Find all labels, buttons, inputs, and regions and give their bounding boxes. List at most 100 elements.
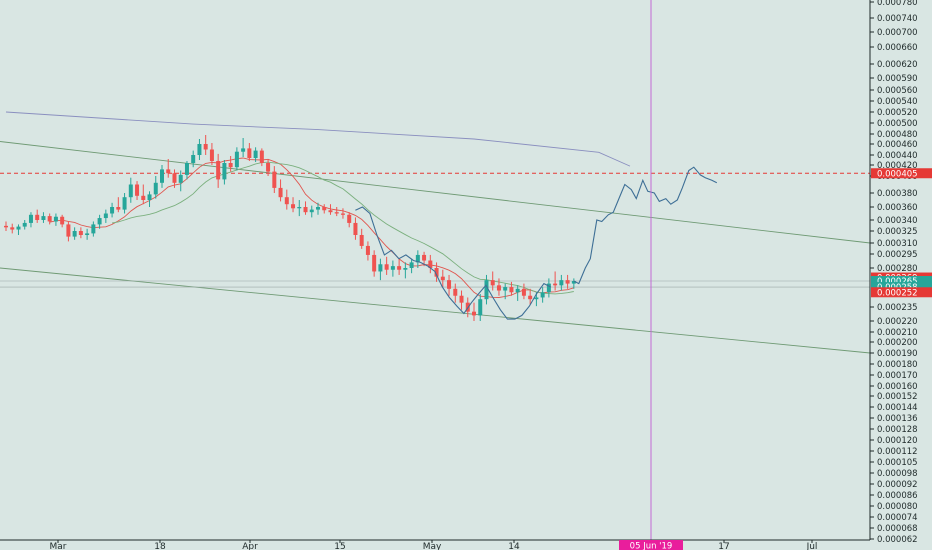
price-tick-label: 0.000235	[877, 303, 918, 313]
candle	[72, 227, 77, 240]
price-tick-label: 0.000062	[877, 535, 918, 545]
past-projection-line	[355, 206, 552, 320]
candle	[60, 214, 65, 228]
candle	[284, 189, 289, 210]
price-tick-label: 0.000170	[877, 371, 918, 381]
candle	[528, 288, 533, 305]
candle	[135, 181, 140, 200]
candle	[397, 258, 402, 275]
price-tick-label: 0.000440	[877, 151, 918, 161]
time-axis[interactable]: Mar 18 Apr 15 May 14 17 Jul 05 Jun '19	[0, 539, 870, 550]
price-tick-label: 0.000480	[877, 130, 918, 140]
candle-body	[4, 225, 8, 228]
candle-body	[28, 214, 33, 223]
candle-body	[78, 231, 83, 235]
candle	[128, 177, 133, 203]
price-label-background	[871, 282, 932, 293]
candle-body	[35, 214, 40, 220]
candle	[359, 228, 364, 249]
candle	[347, 212, 352, 228]
candle-body	[60, 216, 65, 225]
candle	[434, 262, 439, 282]
candle	[241, 138, 246, 157]
candle	[453, 283, 458, 303]
candle-body	[309, 209, 314, 213]
candle-body	[384, 264, 389, 270]
candle-body	[415, 254, 420, 263]
candle-body	[284, 197, 289, 205]
candle-body	[10, 227, 15, 230]
price-tick-label: 0.000144	[877, 403, 918, 413]
candle	[378, 258, 383, 281]
candle	[384, 256, 389, 275]
moving-average-long	[5, 111, 631, 167]
candle-body	[397, 266, 402, 270]
candle	[559, 274, 564, 291]
candle	[496, 278, 501, 296]
candle-body	[266, 163, 271, 172]
candle-body	[378, 264, 383, 272]
candle	[103, 209, 108, 223]
candle	[203, 135, 208, 155]
price-tick-label: 0.000160	[877, 382, 918, 392]
candle	[509, 281, 514, 296]
candle-body	[197, 144, 202, 155]
candle	[459, 290, 464, 310]
candle-body	[440, 276, 445, 281]
price-tick-label: 0.000112	[877, 447, 918, 457]
candle-body	[259, 150, 264, 163]
candle	[409, 258, 414, 274]
candle	[291, 197, 296, 213]
candle-body	[184, 163, 189, 175]
candle	[35, 209, 40, 223]
candle-body	[153, 182, 158, 195]
candle	[47, 213, 52, 225]
candle-body	[490, 280, 495, 286]
candle-body	[359, 235, 364, 246]
candle	[372, 250, 377, 277]
candle	[553, 271, 558, 291]
price-axis[interactable]: 0.000780 0.000740 0.000700 0.000660 0.000620…	[869, 0, 932, 550]
price-tick-label: 0.000120	[877, 436, 918, 446]
price-tick-label: 0.000098	[877, 469, 918, 479]
candle	[303, 201, 308, 215]
candle-body	[291, 204, 296, 209]
candle	[191, 150, 196, 168]
price-tick-label: 0.000740	[877, 14, 918, 24]
candle	[222, 160, 227, 185]
candle	[91, 221, 96, 237]
candle-body	[209, 149, 214, 161]
candle-body	[340, 213, 345, 215]
price-label: 0.000265	[871, 276, 932, 287]
candle-body	[509, 287, 514, 293]
marker-date-badge[interactable]: 05 Jun '19	[619, 540, 683, 550]
price-tick-label: 0.000092	[877, 480, 918, 490]
candle	[334, 207, 339, 217]
candle-body	[571, 281, 576, 284]
candle	[521, 283, 526, 300]
candle-body	[47, 216, 52, 222]
price-tick-label: 0.000068	[877, 524, 918, 534]
price-tick-label: 0.000420	[877, 161, 918, 171]
candle	[297, 200, 302, 217]
price-tick-label: 0.000074	[877, 513, 918, 523]
price-label-background	[871, 276, 932, 286]
candle	[160, 165, 164, 188]
candle	[484, 274, 489, 305]
candle-body	[334, 212, 339, 214]
candle	[172, 169, 177, 188]
candle-body	[128, 184, 133, 198]
price-tick-label: 0.000220	[877, 317, 918, 327]
candle-body	[203, 144, 208, 150]
candle	[78, 227, 83, 239]
price-tick-label: 0.000500	[877, 119, 918, 129]
candle-body	[328, 210, 333, 213]
price-label-text: 0.000265	[877, 277, 918, 287]
price-tick-label: 0.000128	[877, 425, 918, 435]
candle	[66, 221, 71, 242]
candle	[328, 204, 333, 215]
candle	[316, 202, 320, 215]
candle-body	[191, 155, 196, 163]
